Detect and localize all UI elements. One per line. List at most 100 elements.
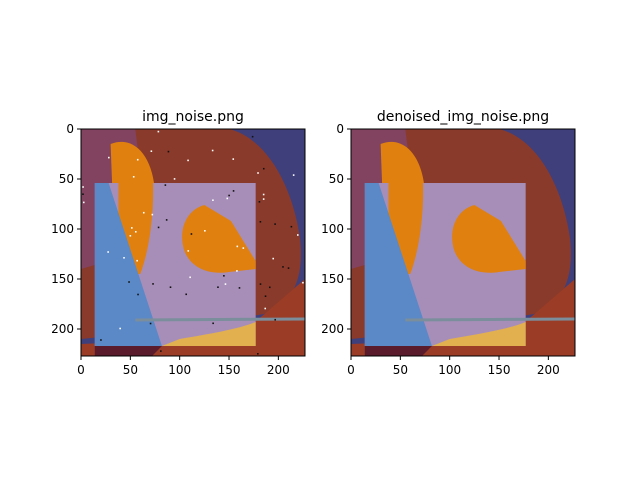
noise-speck <box>108 156 110 159</box>
y-tick-label: 0 <box>336 122 344 136</box>
noise-speck <box>82 201 85 204</box>
noise-speck <box>149 322 152 325</box>
noise-speck <box>142 211 145 214</box>
noise-speck <box>262 167 265 170</box>
noise-speck <box>157 226 160 229</box>
image-content <box>81 129 305 356</box>
noise-speck <box>136 158 139 161</box>
noise-speck <box>173 178 176 180</box>
noise-speck <box>257 353 259 355</box>
region-maroon <box>94 346 162 356</box>
region-yellow <box>431 322 526 346</box>
image-content <box>351 129 575 356</box>
y-tick-label: 200 <box>321 322 344 336</box>
noise-speck <box>287 267 290 269</box>
noise-speck <box>136 259 138 262</box>
noise-speck <box>236 245 239 248</box>
x-tick-label: 0 <box>77 363 85 377</box>
noise-speck <box>82 186 84 188</box>
ticks-denoised: 0 50 100 150 200 0 50 100 150 200 <box>321 122 560 377</box>
y-tick-label: 150 <box>51 272 74 286</box>
panel-noisy: img_noise.png 0 50 100 150 200 0 50 100 150 200 <box>51 109 306 377</box>
noise-speck <box>212 199 214 201</box>
noise-speck <box>274 318 276 321</box>
noise-speck <box>211 149 214 152</box>
noise-speck <box>282 266 284 268</box>
noise-speck <box>132 176 135 178</box>
noise-speck <box>100 339 102 341</box>
noise-speck <box>290 225 293 228</box>
x-tick-label: 100 <box>168 363 191 377</box>
x-tick-label: 150 <box>488 363 511 377</box>
y-tick-label: 50 <box>59 172 74 186</box>
noise-speck <box>264 307 267 310</box>
noise-speck <box>259 283 262 285</box>
noise-speck <box>259 221 262 223</box>
noise-speck <box>157 130 160 133</box>
noise-speck <box>189 276 191 279</box>
panel-title-noisy: img_noise.png <box>142 109 244 125</box>
ticks-noisy: 0 50 100 150 200 0 50 100 150 200 <box>51 122 290 377</box>
noise-speck <box>137 293 139 296</box>
y-tick-label: 200 <box>51 322 74 336</box>
image-noisy <box>81 129 305 356</box>
noise-speck <box>212 322 214 325</box>
x-tick-label: 100 <box>438 363 461 377</box>
noise-dots <box>82 130 304 355</box>
x-tick-label: 50 <box>123 363 138 377</box>
noise-speck <box>232 158 235 160</box>
gray-line <box>135 317 305 322</box>
noise-speck <box>264 295 267 297</box>
noise-speck <box>257 172 259 174</box>
noise-speck <box>167 150 170 153</box>
noise-speck <box>268 286 271 289</box>
region-orange-circle <box>452 205 526 273</box>
noise-speck <box>134 231 137 233</box>
noise-speck <box>251 135 254 138</box>
noise-speck <box>262 193 265 196</box>
region-yellow <box>161 322 256 346</box>
y-tick-label: 100 <box>51 222 74 236</box>
noise-speck <box>224 283 227 285</box>
y-tick-label: 150 <box>321 272 344 286</box>
y-tick-label: 50 <box>329 172 344 186</box>
noise-speck <box>165 219 168 221</box>
image-denoised <box>351 129 575 356</box>
axes-frame-denoised <box>350 128 576 357</box>
noise-speck <box>190 233 193 235</box>
noise-speck <box>152 283 154 285</box>
noise-speck <box>164 184 167 186</box>
noise-speck <box>107 251 109 253</box>
noise-speck <box>160 350 162 352</box>
noise-speck <box>217 286 219 288</box>
noise-speck <box>292 174 295 176</box>
noise-speck <box>128 281 130 283</box>
noise-speck <box>228 194 230 197</box>
noise-speck <box>236 270 238 272</box>
noise-speck <box>238 287 241 289</box>
noise-speck <box>258 201 261 203</box>
x-tick-label: 0 <box>347 363 355 377</box>
noise-speck <box>185 293 187 296</box>
noise-speck <box>204 230 206 232</box>
noise-speck <box>272 257 275 260</box>
x-tick-label: 200 <box>537 363 560 377</box>
noise-speck <box>129 235 132 237</box>
panel-denoised: denoised_img_noise.png 0 50 100 150 200 0 50 10… <box>321 109 576 377</box>
region-blue-triangle <box>364 183 432 346</box>
gray-line <box>405 317 575 322</box>
noise-speck <box>187 159 189 162</box>
noise-speck <box>302 281 304 284</box>
noise-speck <box>169 286 172 288</box>
x-tick-label: 50 <box>393 363 408 377</box>
region-orange-circle <box>182 205 256 273</box>
noise-speck <box>151 213 154 216</box>
noise-speck <box>297 234 299 236</box>
noise-speck <box>262 198 265 200</box>
x-tick-label: 150 <box>218 363 241 377</box>
noise-speck <box>242 247 245 249</box>
noise-speck <box>223 275 225 277</box>
noise-speck <box>82 193 84 195</box>
noise-speck <box>131 227 133 229</box>
